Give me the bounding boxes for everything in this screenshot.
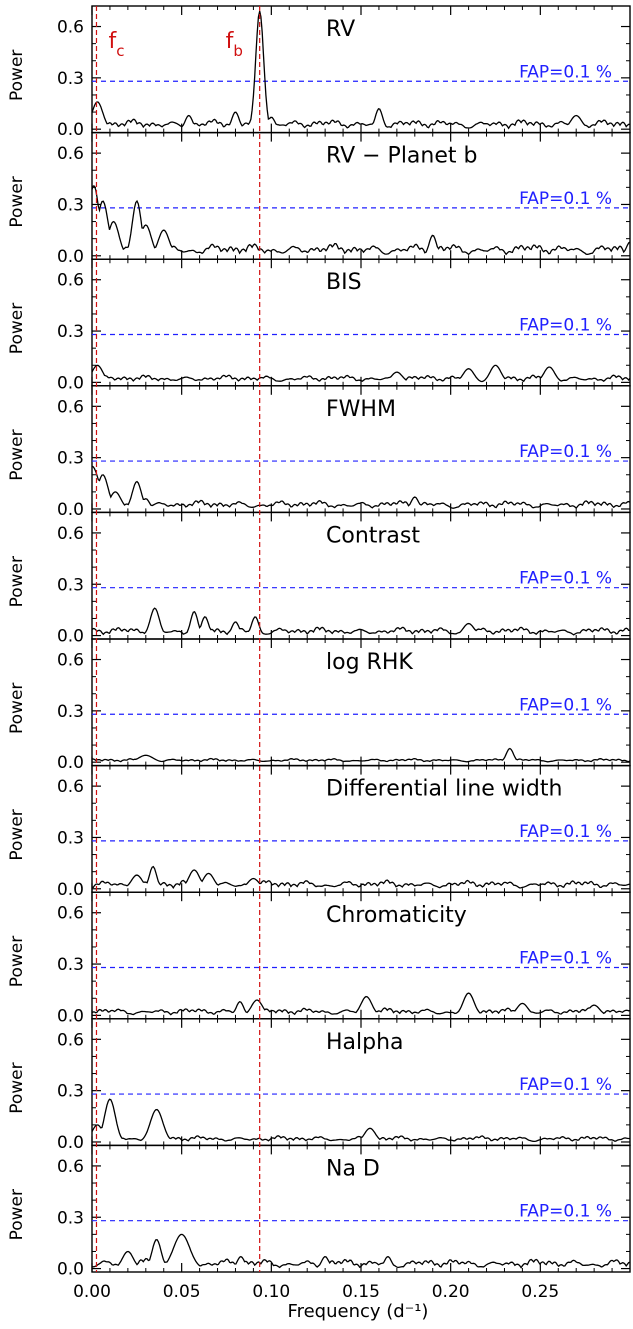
panel-title: Differential line width	[326, 777, 562, 802]
y-tick-label: 0.6	[57, 18, 84, 38]
panel-4: 0.0 0.3 0.6 Power FAP=0.1 % FWHM	[7, 385, 631, 520]
fap-label: FAP=0.1 %	[519, 1202, 612, 1222]
y-tick-label: 0.3	[57, 449, 84, 469]
x-tick-label: 0.25	[521, 1282, 559, 1302]
panel-10: 0.0 0.3 0.6 Power FAP=0.1 % Na D	[7, 1144, 631, 1280]
y-tick-label: 0.0	[57, 1260, 84, 1280]
y-tick-label: 0.6	[57, 651, 84, 671]
periodogram-line	[91, 607, 630, 636]
y-tick-label: 0.3	[57, 195, 84, 215]
y-tick-label: 0.3	[57, 575, 84, 595]
y-axis-label: Power	[7, 1062, 27, 1113]
panel-3: 0.0 0.3 0.6 Power FAP=0.1 % BIS	[7, 258, 631, 393]
y-tick-label: 0.3	[57, 1208, 84, 1228]
y-tick-label: 0.6	[57, 904, 84, 924]
periodogram-line	[91, 10, 631, 130]
y-tick-label: 0.3	[57, 828, 84, 848]
periodogram-line	[91, 1098, 631, 1143]
periodogram-line	[91, 364, 631, 383]
fap-label: FAP=0.1 %	[519, 695, 612, 715]
periodogram-line	[91, 185, 631, 256]
y-tick-label: 0.6	[57, 1157, 84, 1177]
panel-title: Contrast	[326, 523, 420, 548]
x-tick-label: 0.15	[342, 1282, 380, 1302]
y-tick-label: 0.6	[57, 271, 84, 291]
panel-title: Halpha	[326, 1030, 404, 1055]
y-tick-label: 0.0	[57, 753, 84, 773]
fap-label: FAP=0.1 %	[519, 315, 612, 335]
y-tick-label: 0.0	[57, 1006, 84, 1026]
x-tick-label: 0.20	[432, 1282, 470, 1302]
panel-title: Chromaticity	[326, 903, 467, 928]
fap-label: FAP=0.1 %	[519, 822, 612, 842]
y-tick-label: 0.3	[57, 955, 84, 975]
y-axis-label: Power	[7, 176, 27, 227]
marker-label-fc: fc	[108, 29, 124, 60]
fap-label: FAP=0.1 %	[519, 948, 612, 968]
y-tick-label: 0.6	[57, 397, 84, 417]
x-tick-label: 0.10	[252, 1282, 290, 1302]
panel-2: 0.0 0.3 0.6 Power FAP=0.1 % RV − Planet b	[7, 131, 631, 267]
fap-label: FAP=0.1 %	[519, 1075, 612, 1095]
panel-8: 0.0 0.3 0.6 Power FAP=0.1 % Chromaticity	[7, 891, 631, 1026]
x-axis-label: Frequency (d⁻¹)	[288, 1301, 429, 1322]
marker-label-fb: fb	[226, 29, 243, 60]
y-tick-label: 0.3	[57, 69, 84, 89]
y-tick-label: 0.6	[57, 777, 84, 797]
periodogram-line	[91, 465, 631, 510]
y-tick-label: 0.0	[57, 500, 84, 520]
marker-label-subscript: b	[233, 42, 243, 60]
y-tick-label: 0.3	[57, 702, 84, 722]
marker-label-subscript: c	[116, 42, 124, 60]
y-tick-label: 0.0	[57, 247, 84, 267]
y-tick-label: 0.6	[57, 1030, 84, 1050]
y-tick-label: 0.0	[57, 373, 84, 393]
y-tick-label: 0.3	[57, 1082, 84, 1102]
y-axis-label: Power	[7, 1189, 27, 1240]
y-axis-label: Power	[7, 556, 27, 607]
panel-title: FWHM	[326, 397, 396, 422]
fap-label: FAP=0.1 %	[519, 62, 612, 82]
y-axis-label: Power	[7, 429, 27, 480]
fap-label: FAP=0.1 %	[519, 442, 612, 462]
y-tick-label: 0.0	[57, 1133, 84, 1153]
y-tick-label: 0.0	[57, 120, 84, 140]
y-tick-label: 0.0	[57, 627, 84, 647]
panel-title: Na D	[326, 1156, 380, 1181]
y-axis-label: Power	[7, 936, 27, 987]
y-tick-label: 0.3	[57, 322, 84, 342]
periodogram-line	[91, 1233, 631, 1269]
panel-title: BIS	[326, 270, 362, 295]
periodogram-panels: 0.0 0.3 0.6 Power FAP=0.1 % RV 0.0 0.3 0.6 Power F…	[7, 5, 631, 1302]
panel-title: RV − Planet b	[326, 144, 477, 169]
panel-6: 0.0 0.3 0.6 Power FAP=0.1 % log RHK	[7, 638, 631, 773]
periodogram-line	[91, 865, 631, 889]
panel-title: RV	[326, 17, 355, 42]
y-tick-label: 0.0	[57, 880, 84, 900]
y-axis-label: Power	[7, 303, 27, 354]
x-tick-label: 0.00	[73, 1282, 111, 1302]
y-axis-label: Power	[7, 809, 27, 860]
periodogram-line	[91, 747, 631, 763]
y-axis-label: Power	[7, 50, 27, 101]
periodogram-line	[91, 992, 631, 1016]
panel-title: log RHK	[326, 650, 413, 675]
panel-5: 0.0 0.3 0.6 Power FAP=0.1 % Contrast	[7, 511, 631, 647]
fap-label: FAP=0.1 %	[519, 189, 612, 209]
y-tick-label: 0.6	[57, 524, 84, 544]
y-axis-label: Power	[7, 683, 27, 734]
panel-1: 0.0 0.3 0.6 Power FAP=0.1 % RV	[7, 5, 631, 140]
panel-7: 0.0 0.3 0.6 Power FAP=0.1 % Differential line…	[7, 764, 631, 900]
x-tick-label: 0.05	[163, 1282, 201, 1302]
y-tick-label: 0.6	[57, 144, 84, 164]
panel-9: 0.0 0.3 0.6 Power FAP=0.1 % Halpha	[7, 1018, 631, 1153]
fap-label: FAP=0.1 %	[519, 569, 612, 589]
